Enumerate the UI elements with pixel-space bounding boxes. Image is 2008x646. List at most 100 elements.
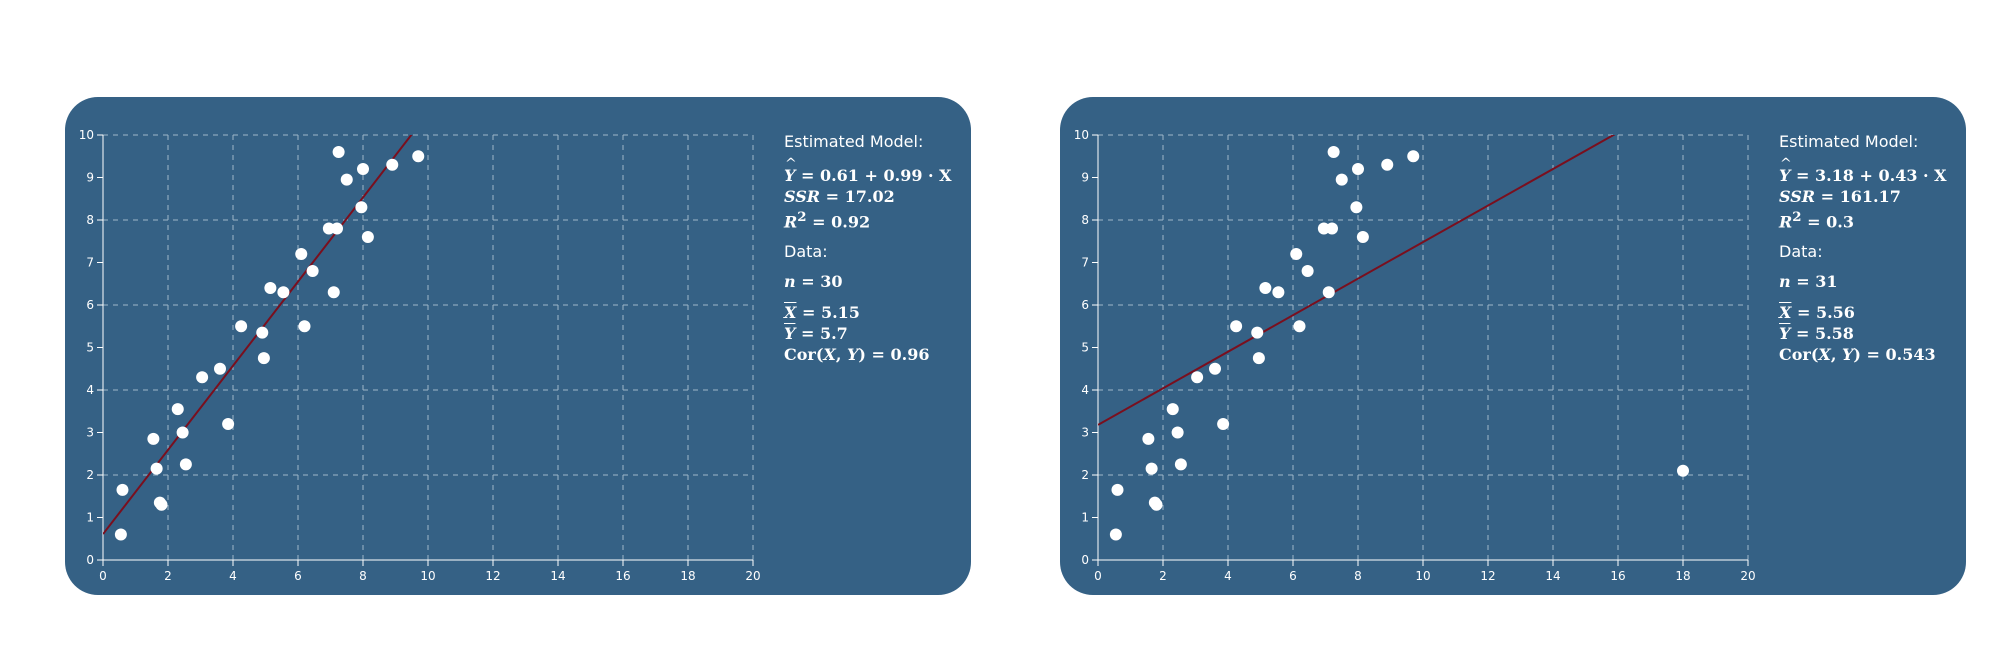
mean-y-value: 5.58 [1814, 324, 1854, 344]
x-tick-label: 14 [1545, 569, 1560, 583]
y-tick-label: 6 [86, 298, 94, 312]
cor-value: 0.543 [1885, 345, 1936, 365]
mean-x-value: 5.15 [820, 303, 860, 323]
y-tick-label: 9 [86, 171, 94, 185]
n-line: n = 30 [784, 272, 843, 292]
data-header: Data: [1779, 242, 1823, 262]
data-point [114, 528, 127, 541]
data-point [1259, 282, 1272, 294]
stats-box-left: Estimated Model: Y = 0.61 + 0.99 · X SSR… [784, 132, 952, 365]
data-point [355, 201, 368, 214]
y-tick-label: 7 [86, 256, 94, 270]
data-point [327, 286, 340, 299]
y-tick-label: 4 [86, 383, 94, 397]
n-value: 30 [820, 272, 843, 292]
regression-line [103, 135, 413, 535]
y-tick-label: 10 [1074, 128, 1089, 142]
data-point [1407, 150, 1420, 163]
y-tick-label: 6 [1081, 298, 1089, 312]
data-point [1272, 286, 1285, 299]
data-point [1251, 326, 1264, 339]
r2-value: 0.92 [831, 212, 871, 232]
x-tick-label: 6 [1289, 569, 1297, 583]
data-point [1145, 462, 1158, 475]
data-point [1150, 498, 1163, 511]
data-point [1252, 352, 1265, 365]
cor-line: Cor(X, Y) = 0.543 [1779, 345, 1936, 365]
x-tick-label: 0 [99, 569, 107, 583]
x-tick-label: 0 [1094, 569, 1102, 583]
data-point [150, 462, 163, 475]
stats-box-right: Estimated Model: Y = 3.18 + 0.43 · X SSR… [1779, 132, 1947, 365]
data-point [277, 286, 290, 299]
mean-y-value: 5.7 [819, 324, 848, 344]
r2-value: 0.3 [1826, 212, 1854, 232]
data-point [1293, 320, 1306, 333]
data-point [306, 265, 319, 277]
data-point [1109, 528, 1122, 541]
data-point [1191, 371, 1204, 384]
x-tick-label: 2 [1159, 569, 1167, 583]
y-tick-label: 5 [1081, 341, 1089, 355]
data-point [1174, 458, 1187, 471]
data-point [214, 362, 226, 375]
data-point [1677, 464, 1689, 477]
x-tick-label: 10 [420, 569, 435, 583]
regression-line [1098, 135, 1616, 426]
data-point [1335, 173, 1348, 186]
r2-line: R2 = 0.92 [784, 209, 871, 232]
y-tick-label: 2 [86, 468, 94, 482]
data-point [298, 320, 311, 333]
n-value: 31 [1815, 272, 1838, 292]
y-tick-label: 7 [1081, 256, 1089, 270]
x-tick-label: 2 [164, 569, 172, 583]
data-point [264, 282, 277, 294]
data-point [361, 231, 374, 243]
model-header: Estimated Model: [1779, 132, 1919, 151]
y-tick-label: 2 [1081, 468, 1089, 482]
mean-x-line: X = 5.15 [784, 303, 860, 323]
y-tick-label: 8 [1081, 213, 1089, 227]
data-point [235, 320, 248, 333]
equation-value: 0.61 + 0.99 · X [819, 166, 952, 185]
x-tick-label: 4 [229, 569, 237, 583]
equation-line: Y = 3.18 + 0.43 · X [1779, 154, 1947, 186]
y-tick-label: 0 [86, 553, 94, 567]
x-tick-label: 18 [1675, 569, 1690, 583]
data-point [147, 432, 160, 445]
data-point [357, 163, 369, 175]
x-tick-label: 20 [1740, 569, 1755, 583]
n-line: n = 31 [1779, 272, 1838, 292]
data-point [331, 222, 343, 235]
x-tick-label: 6 [294, 569, 302, 583]
data-point [155, 498, 168, 511]
y-tick-label: 8 [86, 213, 94, 227]
data-point [340, 173, 353, 186]
r2-line: R2 = 0.3 [1779, 209, 1854, 232]
cor-line: Cor(X, Y) = 0.96 [784, 345, 930, 365]
cor-value: 0.96 [890, 345, 930, 365]
data-point [1209, 362, 1221, 375]
x-tick-label: 14 [550, 569, 565, 583]
x-tick-label: 8 [359, 569, 367, 583]
equation-line: Y = 0.61 + 0.99 · X [784, 154, 952, 186]
data-point [1356, 231, 1369, 243]
data-point [176, 426, 189, 439]
data-point [1350, 201, 1363, 214]
x-tick-label: 10 [1415, 569, 1430, 583]
x-tick-label: 18 [680, 569, 695, 583]
data-point [1166, 403, 1179, 416]
y-tick-label: 1 [86, 511, 94, 525]
model-header: Estimated Model: [784, 132, 924, 151]
data-point [1322, 286, 1335, 299]
ssr-line: SSR = 161.17 [1779, 187, 1901, 206]
x-tick-label: 4 [1224, 569, 1232, 583]
ssr-value: 17.02 [844, 187, 895, 206]
x-tick-label: 16 [1610, 569, 1625, 583]
data-point [1111, 483, 1124, 496]
chart-panel-left: 0 2 4 6 8 10 12 14 16 18 20 0 1 2 3 4 5 6 7 8 9 10 Estimated … [65, 97, 971, 595]
x-tick-label: 12 [1480, 569, 1495, 583]
data-point [1352, 163, 1364, 175]
